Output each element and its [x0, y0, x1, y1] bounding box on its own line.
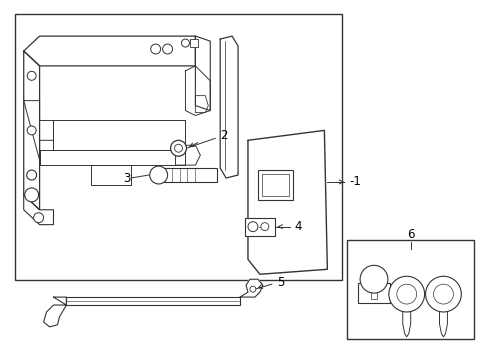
Circle shape	[247, 222, 257, 231]
Text: 3: 3	[123, 171, 131, 185]
Text: 4: 4	[294, 220, 302, 233]
Bar	[346, 239, 473, 339]
Polygon shape	[175, 145, 200, 165]
Circle shape	[359, 265, 387, 293]
Text: 6: 6	[406, 228, 414, 241]
Circle shape	[433, 284, 452, 304]
Polygon shape	[402, 304, 410, 337]
Polygon shape	[220, 36, 238, 178]
Circle shape	[150, 44, 161, 54]
Polygon shape	[24, 195, 53, 225]
Circle shape	[396, 284, 416, 304]
Polygon shape	[439, 304, 447, 337]
Bar	[370, 291, 376, 299]
Circle shape	[174, 144, 182, 152]
Polygon shape	[40, 150, 185, 165]
Text: -1: -1	[348, 175, 360, 189]
Circle shape	[425, 276, 460, 312]
Circle shape	[27, 126, 36, 135]
Circle shape	[170, 140, 186, 156]
Polygon shape	[43, 297, 66, 327]
Circle shape	[260, 223, 268, 231]
Text: 2: 2	[220, 129, 227, 142]
Bar	[357, 283, 389, 303]
Circle shape	[149, 166, 167, 184]
Polygon shape	[24, 36, 195, 66]
Circle shape	[25, 188, 39, 202]
Bar	[244, 218, 274, 235]
Circle shape	[388, 276, 424, 312]
Circle shape	[181, 39, 189, 47]
Text: 5: 5	[276, 276, 284, 289]
Polygon shape	[24, 51, 40, 210]
Circle shape	[27, 170, 37, 180]
Bar	[190, 39, 198, 47]
Polygon shape	[247, 130, 326, 274]
Polygon shape	[53, 121, 185, 150]
Polygon shape	[240, 279, 263, 297]
Circle shape	[27, 71, 36, 80]
Bar	[66, 297, 240, 305]
Polygon shape	[195, 36, 210, 111]
Polygon shape	[185, 66, 210, 116]
Bar	[262, 174, 288, 196]
Circle shape	[249, 286, 255, 292]
Bar	[257, 170, 292, 200]
Circle shape	[163, 44, 172, 54]
Circle shape	[34, 213, 43, 223]
Bar	[163, 168, 217, 182]
Bar	[15, 14, 342, 280]
